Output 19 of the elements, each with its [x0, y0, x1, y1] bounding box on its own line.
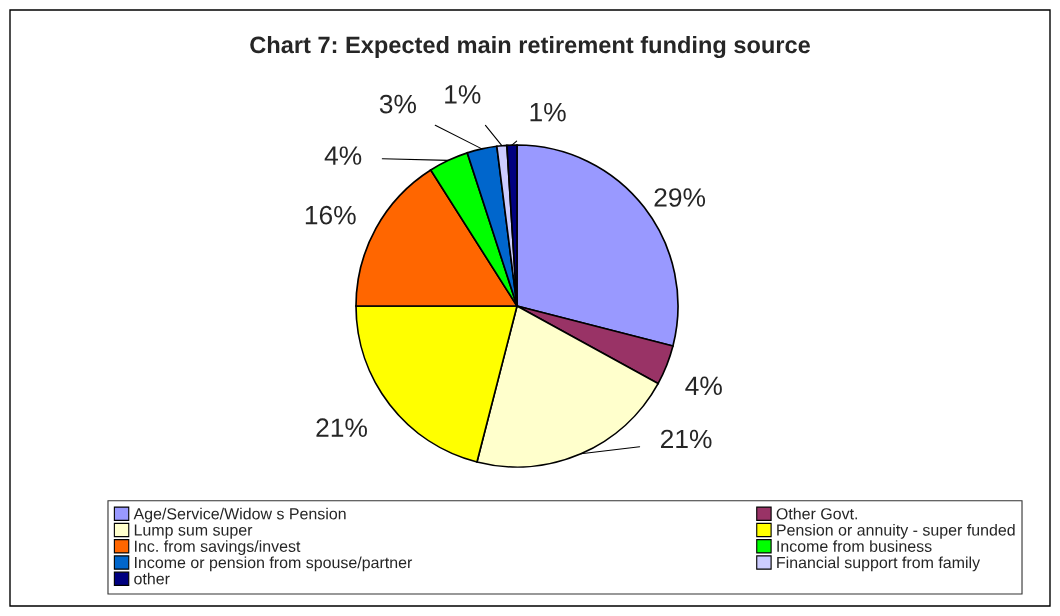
- legend-label: Other Govt.: [776, 507, 857, 520]
- data-label: 1%: [530, 102, 566, 122]
- data-label: 4%: [685, 376, 722, 396]
- chart-title: Chart 7: Expected main retirement funding source: [250, 35, 810, 59]
- legend-label: other: [134, 572, 170, 585]
- data-label: 29%: [654, 188, 706, 207]
- legend-label: Pension or annuity - super funded: [777, 523, 1015, 539]
- data-label: 1%: [445, 85, 481, 104]
- data-label: 16%: [305, 205, 356, 225]
- legend-label: Lump sum super: [134, 524, 253, 539]
- legend-label: Financial support from family: [777, 556, 981, 572]
- legend-label: Income or pension from spouse/partner: [135, 556, 413, 572]
- legend-label: Income from business: [777, 540, 932, 552]
- data-label: 3%: [379, 94, 416, 114]
- legend-label: Inc. from savings/invest: [135, 540, 301, 556]
- data-label: 21%: [316, 418, 367, 437]
- legend-label: Age/Service/Widow s Pension: [133, 507, 346, 523]
- data-label: 4%: [324, 146, 362, 165]
- data-label: 21%: [660, 429, 712, 449]
